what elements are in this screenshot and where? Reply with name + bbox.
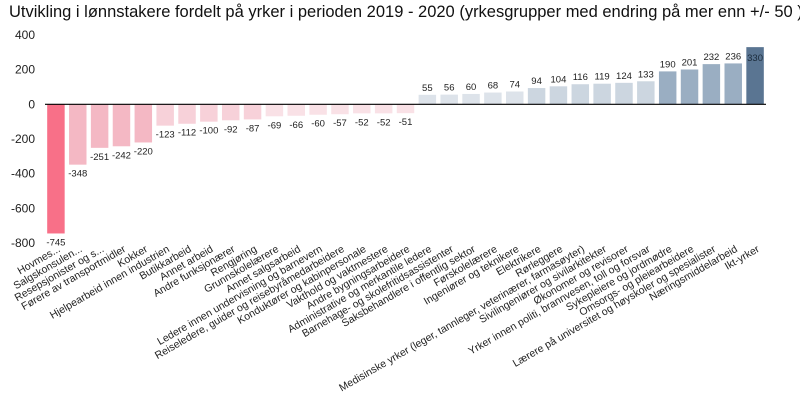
value-label: -66 bbox=[289, 120, 303, 131]
bar bbox=[680, 69, 699, 105]
value-label: -348 bbox=[68, 169, 87, 180]
value-label: -112 bbox=[178, 128, 196, 139]
value-labels: -745 -348-251 -242 -220-123 -112 -100 -92 -87 -6… bbox=[46, 51, 763, 248]
bar bbox=[90, 104, 109, 148]
bar bbox=[47, 104, 65, 234]
y-axis: -800 -600 -400 -200 0 200 400 bbox=[11, 28, 35, 250]
value-label: -100 bbox=[199, 126, 218, 137]
value-label: 330 bbox=[747, 53, 763, 64]
bar bbox=[549, 86, 568, 105]
chart-title: Utvikling i lønnstakere fordelt på yrker… bbox=[9, 3, 800, 21]
bar bbox=[287, 104, 305, 116]
bar bbox=[418, 94, 437, 105]
value-label: -69 bbox=[268, 120, 282, 131]
value-label: 232 bbox=[703, 52, 719, 63]
y-tick-label: -200 bbox=[11, 132, 35, 146]
bar bbox=[527, 88, 546, 105]
x-axis-labels: Hovmes...Salgskonsulen...Resepsjonister … bbox=[12, 243, 762, 394]
bar bbox=[724, 63, 742, 105]
value-label: 68 bbox=[488, 81, 499, 92]
value-label: -220 bbox=[134, 146, 153, 157]
value-label: -92 bbox=[224, 124, 238, 135]
bar bbox=[178, 104, 196, 124]
bar bbox=[331, 104, 349, 115]
value-label: -242 bbox=[112, 150, 131, 161]
value-label: 190 bbox=[660, 59, 676, 70]
value-label: -745 bbox=[46, 237, 65, 248]
bar bbox=[462, 93, 480, 105]
value-label: -60 bbox=[311, 119, 325, 130]
bar bbox=[156, 104, 174, 126]
value-label: 60 bbox=[466, 82, 477, 93]
bar bbox=[374, 104, 393, 114]
bar bbox=[396, 104, 415, 114]
y-tick-label: -800 bbox=[11, 236, 35, 250]
bar bbox=[69, 104, 87, 165]
bars bbox=[47, 47, 764, 234]
bar bbox=[593, 83, 611, 105]
bar bbox=[658, 71, 677, 105]
value-label: 74 bbox=[509, 80, 520, 91]
value-label: -51 bbox=[399, 117, 413, 128]
bar bbox=[571, 84, 590, 105]
value-label: 56 bbox=[444, 83, 455, 94]
y-tick-label: 0 bbox=[28, 97, 35, 111]
bar bbox=[243, 104, 262, 120]
bar bbox=[353, 104, 371, 114]
value-label: 133 bbox=[638, 69, 654, 80]
bar bbox=[746, 47, 764, 105]
value-label: -57 bbox=[333, 118, 347, 129]
bar bbox=[615, 82, 633, 105]
bar bbox=[112, 104, 131, 147]
bar bbox=[265, 104, 284, 117]
bar bbox=[440, 94, 458, 105]
value-label: 124 bbox=[616, 71, 632, 82]
value-label: 119 bbox=[595, 72, 610, 83]
value-label: -123 bbox=[156, 130, 175, 141]
bar bbox=[221, 104, 240, 121]
y-tick-label: 200 bbox=[15, 63, 35, 77]
value-label: 104 bbox=[551, 74, 567, 85]
value-label: -52 bbox=[377, 117, 391, 128]
bar bbox=[484, 92, 502, 105]
y-tick-label: -600 bbox=[11, 201, 35, 215]
value-label: -52 bbox=[355, 117, 369, 128]
value-label: 201 bbox=[682, 57, 698, 68]
bar bbox=[134, 104, 153, 143]
value-label: 116 bbox=[573, 72, 588, 83]
bar bbox=[506, 91, 524, 105]
bar bbox=[309, 104, 327, 115]
y-tick-label: 400 bbox=[15, 28, 35, 42]
bar bbox=[200, 104, 218, 122]
y-tick-label: -400 bbox=[11, 167, 35, 181]
value-label: 236 bbox=[725, 51, 741, 62]
value-label: -87 bbox=[246, 123, 260, 134]
bar bbox=[637, 81, 655, 105]
value-label: 55 bbox=[422, 83, 433, 94]
value-label: 94 bbox=[531, 76, 542, 87]
bar bbox=[702, 64, 721, 105]
value-label: -251 bbox=[90, 152, 109, 163]
